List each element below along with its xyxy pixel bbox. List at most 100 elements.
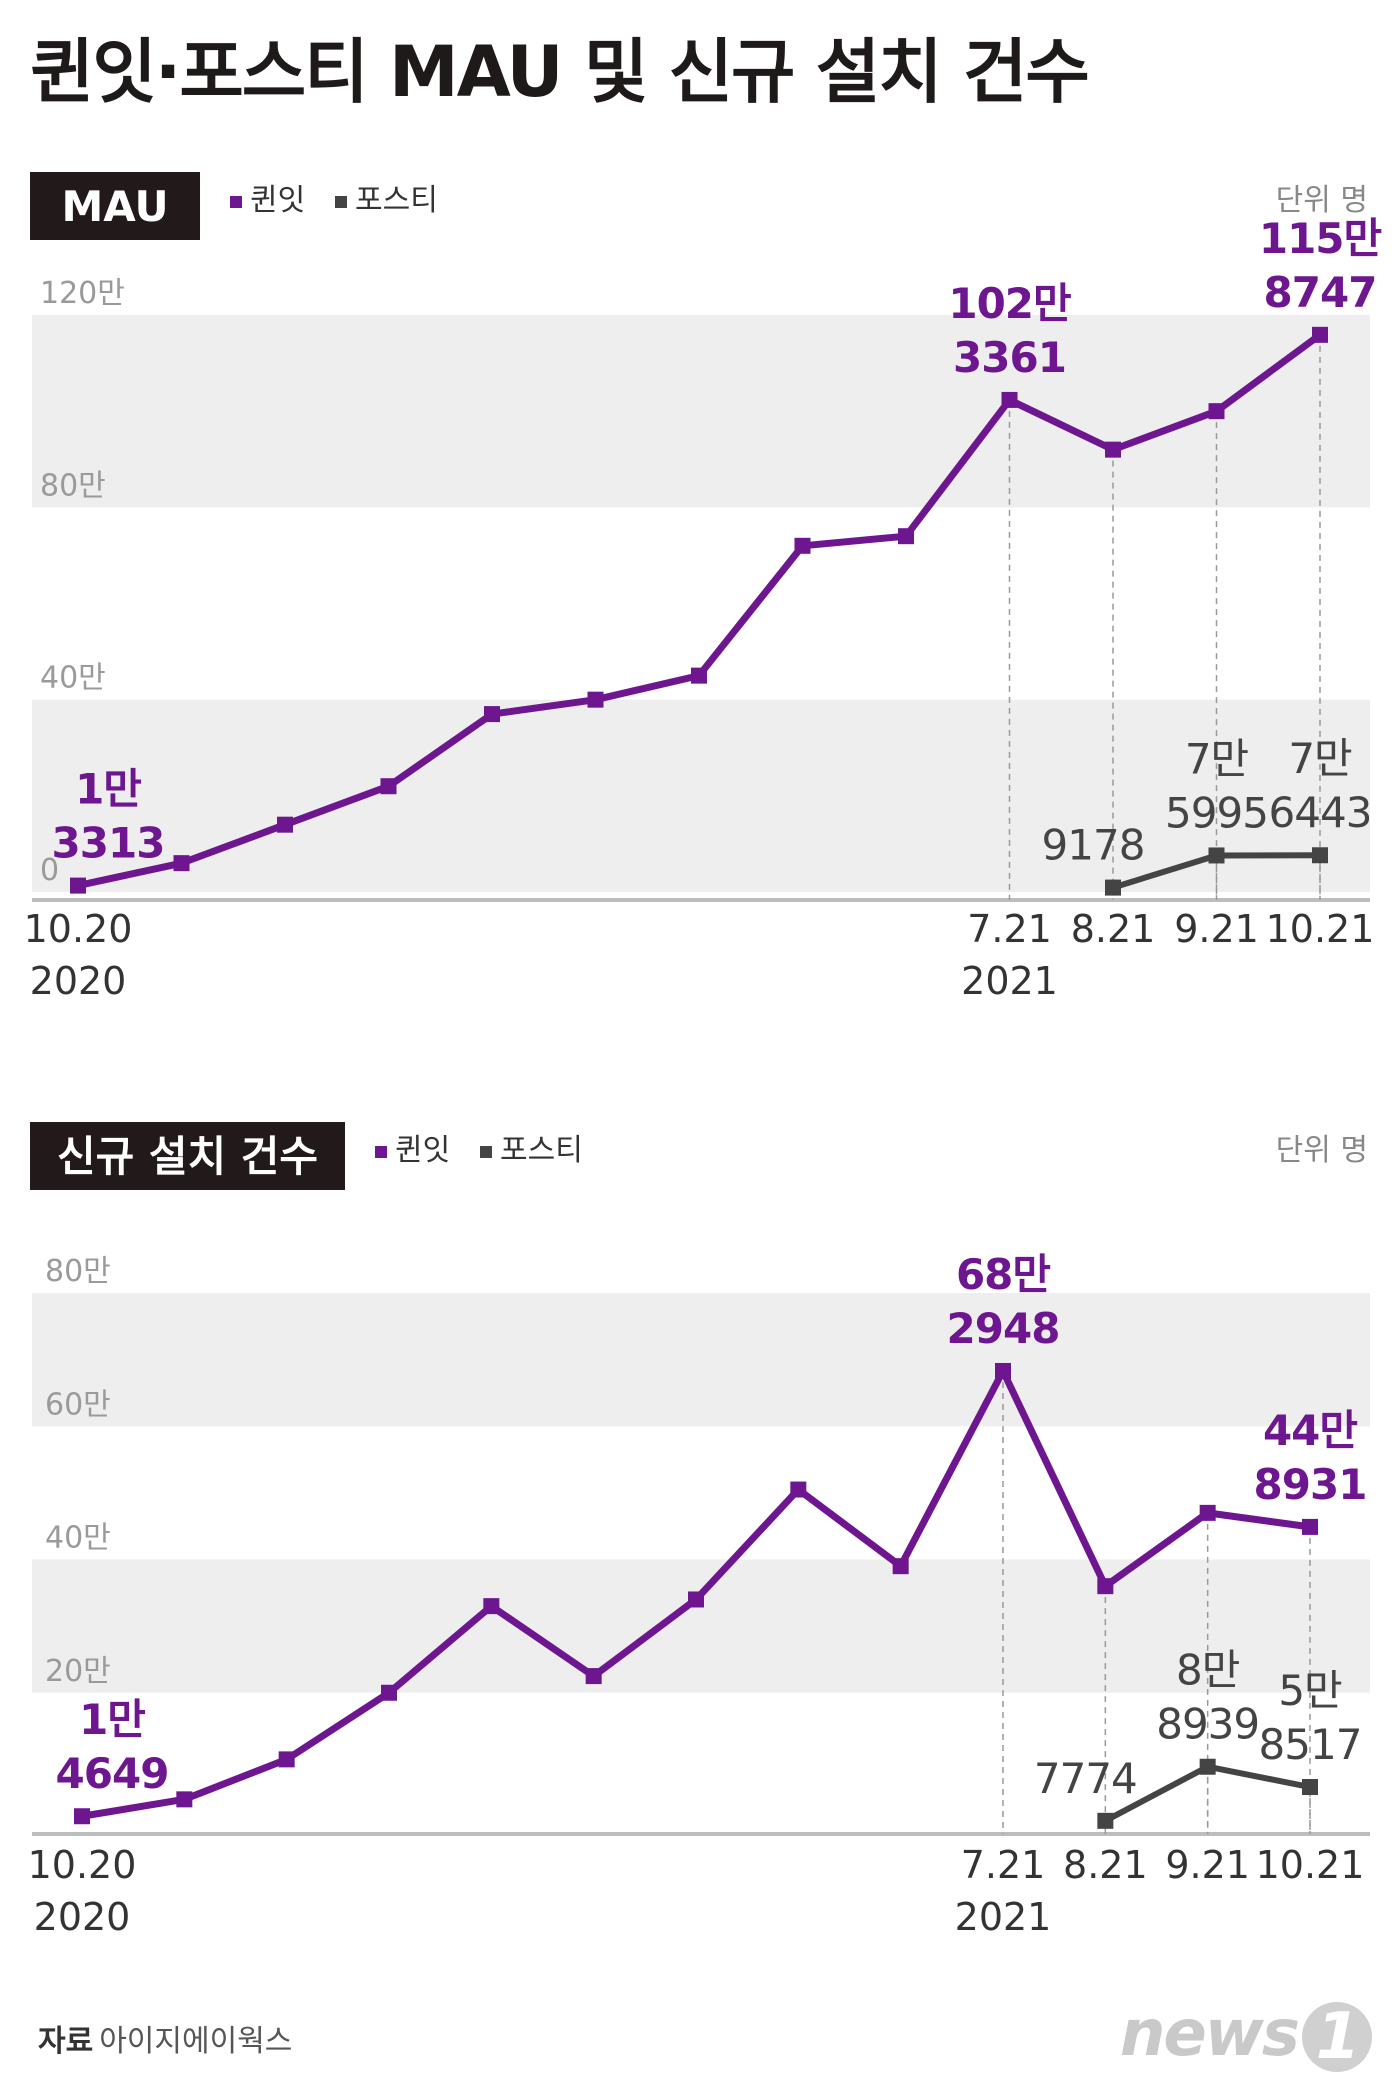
data-point-posty <box>1199 1758 1216 1775</box>
legend-marker-posty <box>335 196 347 208</box>
x-tick-label: 10.20 <box>28 1843 137 1887</box>
x-year-label: 2021 <box>955 1895 1052 1939</box>
data-point-queenit <box>483 1598 500 1615</box>
source-note: 자료 아이지에이웍스 <box>38 2016 292 2060</box>
logo-text: news <box>1119 1996 1300 2071</box>
data-point-queenit <box>484 706 500 723</box>
x-tick-label: 7.21 <box>967 907 1052 951</box>
data-label: 1만 <box>79 1695 145 1744</box>
data-point-queenit <box>380 778 397 795</box>
grid-band <box>32 699 1370 892</box>
legend-marker-queenit <box>230 196 242 208</box>
x-tick-label: 8.21 <box>1071 907 1156 951</box>
x-tick-label: 8.21 <box>1063 1843 1148 1887</box>
grid-band <box>32 1293 1370 1427</box>
data-point-posty <box>1097 1812 1114 1829</box>
data-label: 8931 <box>1254 1460 1367 1509</box>
data-point-posty <box>1302 1779 1318 1796</box>
data-label: 2948 <box>947 1304 1060 1353</box>
data-label: 102만 <box>948 279 1071 328</box>
data-label: 6443 <box>1269 788 1372 837</box>
data-point-queenit <box>1208 403 1225 420</box>
grid-band <box>32 1559 1370 1693</box>
tab-background <box>30 1122 345 1190</box>
data-label: 4649 <box>56 1749 169 1798</box>
data-point-queenit <box>585 1668 602 1685</box>
legend-label-posty: 포스티 <box>500 1133 583 1168</box>
data-point-queenit <box>691 667 707 684</box>
data-point-queenit <box>995 1362 1011 1379</box>
data-label: 8만 <box>1176 1646 1240 1695</box>
grid-band <box>32 315 1370 508</box>
y-tick-label: 80만 <box>40 468 106 503</box>
data-point-queenit <box>892 1558 909 1575</box>
y-tick-label: 0 <box>40 853 59 888</box>
installs-chart: 신규 설치 건수 퀸잇 포스티 단위 명 20만 40만 60만 80만 1만 4649 68만 29… <box>28 1122 1370 1939</box>
data-label: 68만 <box>956 1250 1050 1299</box>
data-point-queenit <box>790 1481 807 1498</box>
data-label: 1만 <box>75 765 141 814</box>
x-tick-label: 10.20 <box>24 907 133 951</box>
y-tick-label: 60만 <box>45 1387 111 1422</box>
data-point-posty <box>1312 847 1328 864</box>
data-label: 3361 <box>953 333 1066 382</box>
data-point-queenit <box>381 1684 397 1701</box>
source-label: 자료 <box>38 2024 94 2059</box>
data-point-queenit <box>70 877 86 894</box>
tab-label: 신규 설치 건수 <box>57 1132 318 1181</box>
data-point-queenit <box>1312 326 1328 343</box>
data-label: 115만 <box>1259 214 1382 263</box>
data-point-queenit <box>278 1751 295 1768</box>
x-tick-label: 7.21 <box>961 1843 1046 1887</box>
data-label: 44만 <box>1263 1406 1357 1455</box>
x-year-label: 2021 <box>961 959 1058 1003</box>
legend-label-queenit: 퀸잇 <box>250 183 305 218</box>
x-year-label: 2020 <box>30 959 127 1003</box>
unit-label: 단위 명 <box>1276 183 1368 218</box>
data-point-queenit <box>794 537 811 554</box>
data-point-queenit <box>1105 441 1121 458</box>
data-label: 5만 <box>1278 1666 1342 1715</box>
legend-label-queenit: 퀸잇 <box>395 1133 450 1168</box>
y-tick-label: 40만 <box>40 661 106 696</box>
news1-logo: news 1 <box>1120 1997 1372 2072</box>
data-point-queenit <box>1302 1518 1318 1535</box>
source-name: 아이지에이웍스 <box>99 2024 293 2059</box>
logo-mark: 1 <box>1302 2002 1372 2072</box>
data-point-posty <box>1208 847 1225 864</box>
data-label: 5995 <box>1165 788 1268 837</box>
data-label: 8517 <box>1259 1720 1362 1769</box>
data-point-posty <box>1105 879 1121 896</box>
data-point-queenit <box>688 1591 704 1608</box>
data-point-queenit <box>173 855 190 872</box>
legend-marker-queenit <box>375 1146 387 1158</box>
y-tick-label: 80만 <box>45 1254 111 1289</box>
legend-label-posty: 포스티 <box>355 183 438 218</box>
x-tick-label: 9.21 <box>1174 907 1259 951</box>
data-point-queenit <box>1001 391 1018 408</box>
x-year-label: 2020 <box>34 1895 131 1939</box>
x-tick-label: 9.21 <box>1165 1843 1250 1887</box>
data-label: 3313 <box>52 819 165 868</box>
legend-marker-posty <box>480 1146 492 1158</box>
x-tick-label: 10.21 <box>1256 1843 1365 1887</box>
data-point-queenit <box>277 816 293 833</box>
data-point-queenit <box>176 1791 193 1808</box>
y-tick-label: 20만 <box>45 1654 111 1689</box>
data-point-queenit <box>74 1808 90 1825</box>
data-label: 9178 <box>1042 821 1145 870</box>
page-title: 퀸잇·포스티 MAU 및 신규 설치 건수 <box>30 31 1090 113</box>
data-point-queenit <box>1199 1504 1216 1521</box>
data-label: 7만 <box>1185 734 1249 783</box>
data-label: 7만 <box>1288 734 1352 783</box>
tab-background <box>30 172 200 240</box>
data-label: 8747 <box>1264 268 1377 317</box>
data-point-queenit <box>587 691 604 708</box>
mau-chart: MAU 퀸잇 포스티 단위 명 0 40만 80만 120만 1만 3313 102만 3361 115… <box>24 172 1383 1003</box>
data-label: 8939 <box>1156 1700 1259 1749</box>
y-tick-label: 120만 <box>40 276 125 311</box>
unit-label: 단위 명 <box>1276 1133 1368 1168</box>
data-label: 7774 <box>1034 1754 1137 1803</box>
tab-label: MAU <box>61 182 168 231</box>
x-tick-label: 10.21 <box>1266 907 1375 951</box>
